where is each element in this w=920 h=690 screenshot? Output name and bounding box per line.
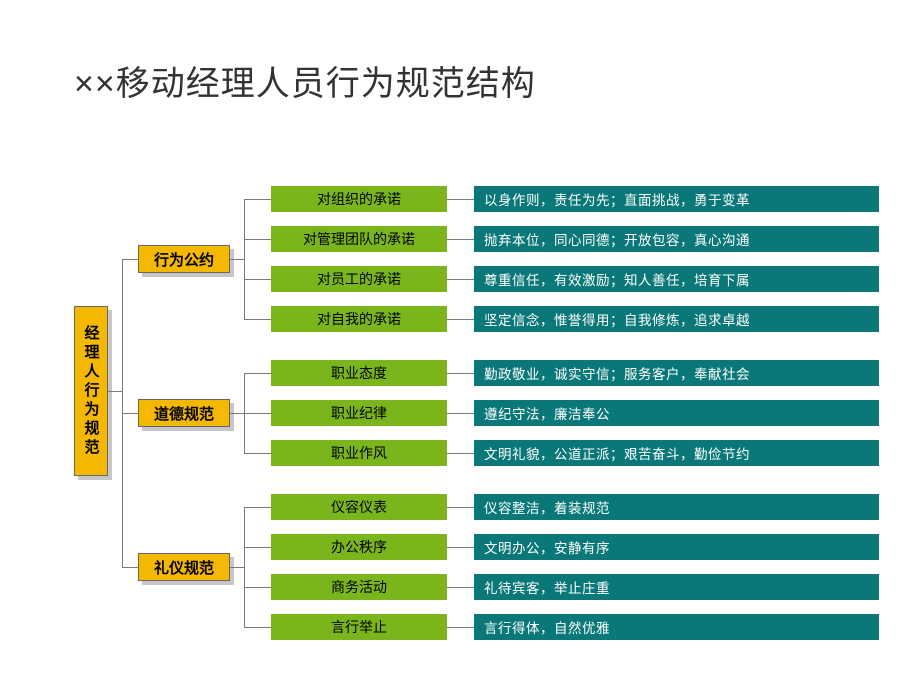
- connector: [244, 453, 271, 454]
- subcategory-node: 职业态度: [271, 360, 447, 386]
- connector: [122, 413, 138, 414]
- connector: [244, 279, 271, 280]
- connector: [230, 413, 244, 414]
- connector: [447, 413, 474, 414]
- diagram-title: ××移动经理人员行为规范结构: [74, 62, 536, 106]
- connector: [447, 199, 474, 200]
- connector: [447, 453, 474, 454]
- connector: [447, 627, 474, 628]
- detail-node: 抛弃本位，同心同德；开放包容，真心沟通: [474, 226, 879, 252]
- detail-node: 言行得体，自然优雅: [474, 614, 879, 640]
- detail-node: 文明办公，安静有序: [474, 534, 879, 560]
- connector: [122, 259, 138, 260]
- detail-node: 勤政敬业，诚实守信；服务客户，奉献社会: [474, 360, 879, 386]
- subcategory-node: 对自我的承诺: [271, 306, 447, 332]
- connector: [244, 547, 271, 548]
- connector: [447, 373, 474, 374]
- connector: [447, 319, 474, 320]
- subcategory-node: 对组织的承诺: [271, 186, 447, 212]
- detail-node: 文明礼貌，公道正派；艰苦奋斗，勤俭节约: [474, 440, 879, 466]
- subcategory-node: 职业作风: [271, 440, 447, 466]
- connector: [244, 319, 271, 320]
- connector: [244, 507, 245, 627]
- detail-node: 坚定信念，惟誉得用；自我修炼，追求卓越: [474, 306, 879, 332]
- connector: [230, 567, 244, 568]
- connector: [447, 587, 474, 588]
- connector: [447, 507, 474, 508]
- detail-node: 仪容整洁，着装规范: [474, 494, 879, 520]
- connector: [108, 391, 122, 392]
- subcategory-node: 言行举止: [271, 614, 447, 640]
- connector: [244, 373, 271, 374]
- detail-node: 尊重信任，有效激励；知人善任，培育下属: [474, 266, 879, 292]
- root-node: 经理人行为规范: [74, 306, 108, 476]
- connector: [244, 627, 271, 628]
- subcategory-node: 职业纪律: [271, 400, 447, 426]
- connector: [244, 587, 271, 588]
- category-node: 礼仪规范: [138, 553, 230, 581]
- connector: [244, 507, 271, 508]
- category-node: 道德规范: [138, 399, 230, 427]
- subcategory-node: 对员工的承诺: [271, 266, 447, 292]
- detail-node: 遵纪守法，廉洁奉公: [474, 400, 879, 426]
- connector: [230, 259, 244, 260]
- connector: [447, 279, 474, 280]
- subcategory-node: 对管理团队的承诺: [271, 226, 447, 252]
- root-node-label: 经理人行为规范: [81, 325, 102, 458]
- subcategory-node: 办公秩序: [271, 534, 447, 560]
- subcategory-node: 仪容仪表: [271, 494, 447, 520]
- connector: [447, 239, 474, 240]
- connector: [244, 199, 271, 200]
- connector: [244, 199, 245, 319]
- connector: [244, 413, 271, 414]
- connector: [244, 239, 271, 240]
- detail-node: 礼待宾客，举止庄重: [474, 574, 879, 600]
- detail-node: 以身作则，责任为先；直面挑战，勇于变革: [474, 186, 879, 212]
- connector: [122, 567, 138, 568]
- connector: [447, 547, 474, 548]
- category-node: 行为公约: [138, 245, 230, 273]
- subcategory-node: 商务活动: [271, 574, 447, 600]
